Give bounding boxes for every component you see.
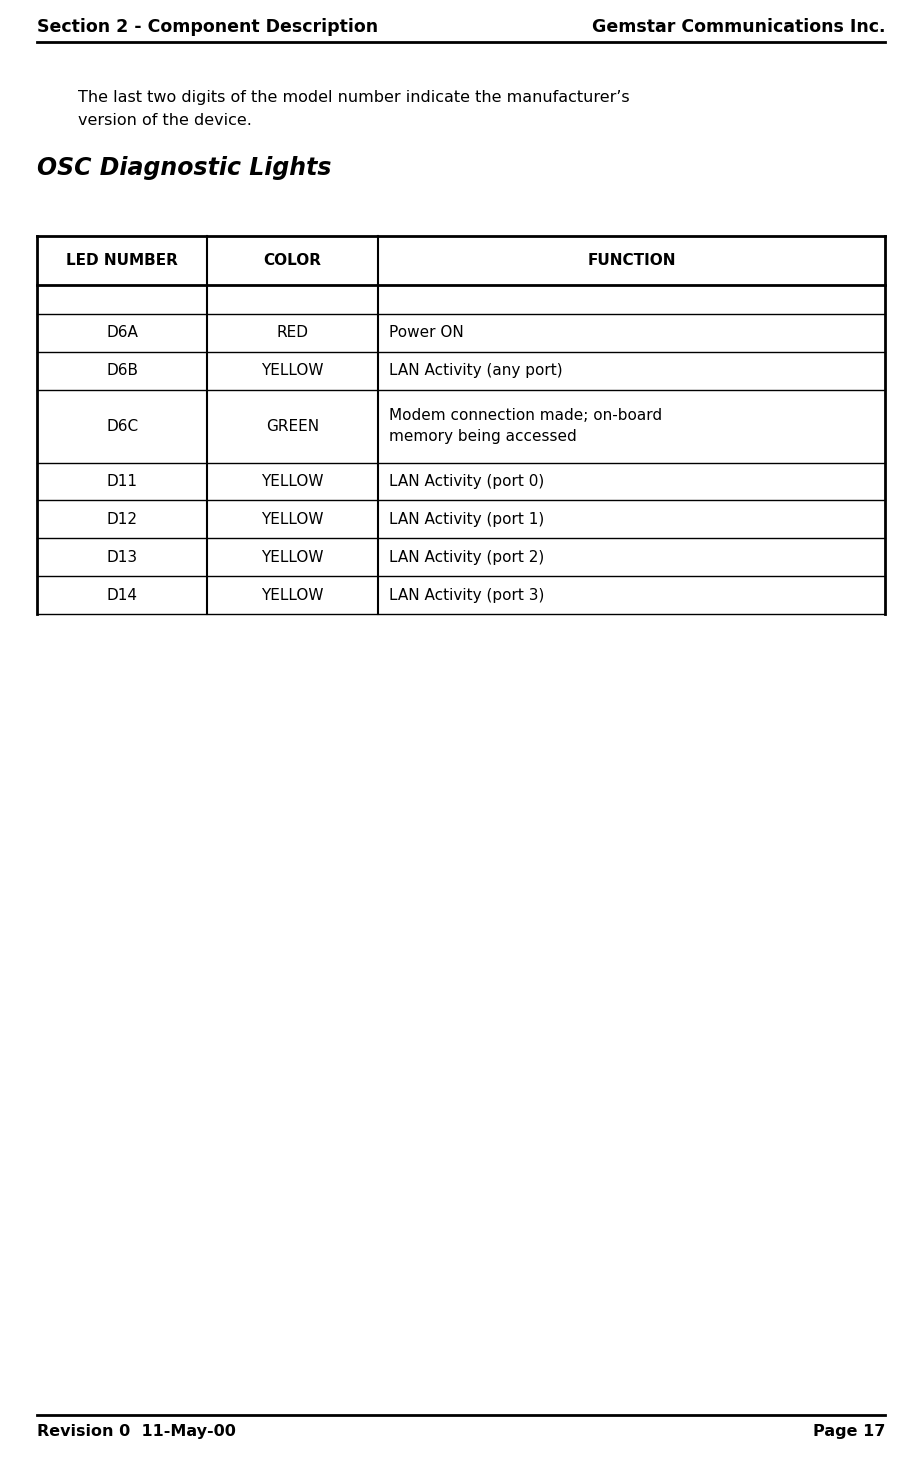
Text: LED NUMBER: LED NUMBER xyxy=(66,252,178,268)
Text: YELLOW: YELLOW xyxy=(262,474,324,489)
Text: RED: RED xyxy=(277,325,309,340)
Text: LAN Activity (port 1): LAN Activity (port 1) xyxy=(389,512,544,527)
Text: D6C: D6C xyxy=(106,419,138,433)
Text: Power ON: Power ON xyxy=(389,325,464,340)
Text: OSC Diagnostic Lights: OSC Diagnostic Lights xyxy=(37,156,331,179)
Text: YELLOW: YELLOW xyxy=(262,512,324,527)
Text: D6B: D6B xyxy=(106,363,138,378)
Text: YELLOW: YELLOW xyxy=(262,550,324,565)
Text: D14: D14 xyxy=(107,588,137,603)
Text: GREEN: GREEN xyxy=(266,419,319,433)
Text: D13: D13 xyxy=(107,550,137,565)
Text: Page 17: Page 17 xyxy=(813,1424,885,1439)
Text: Revision 0  11-May-00: Revision 0 11-May-00 xyxy=(37,1424,236,1439)
Text: FUNCTION: FUNCTION xyxy=(587,252,676,268)
Text: LAN Activity (any port): LAN Activity (any port) xyxy=(389,363,562,378)
Text: LAN Activity (port 2): LAN Activity (port 2) xyxy=(389,550,544,565)
Text: D11: D11 xyxy=(107,474,137,489)
Text: YELLOW: YELLOW xyxy=(262,588,324,603)
Text: LAN Activity (port 0): LAN Activity (port 0) xyxy=(389,474,544,489)
Bar xyxy=(37,236,885,614)
Text: YELLOW: YELLOW xyxy=(262,363,324,378)
Text: The last two digits of the model number indicate the manufacturer’s
version of t: The last two digits of the model number … xyxy=(78,90,630,127)
Text: LAN Activity (port 3): LAN Activity (port 3) xyxy=(389,588,545,603)
Text: COLOR: COLOR xyxy=(264,252,322,268)
Text: Section 2 - Component Description: Section 2 - Component Description xyxy=(37,18,378,35)
Text: Gemstar Communications Inc.: Gemstar Communications Inc. xyxy=(592,18,885,35)
Text: D6A: D6A xyxy=(106,325,138,340)
Text: D12: D12 xyxy=(107,512,137,527)
Text: Modem connection made; on-board
memory being accessed: Modem connection made; on-board memory b… xyxy=(389,409,662,444)
